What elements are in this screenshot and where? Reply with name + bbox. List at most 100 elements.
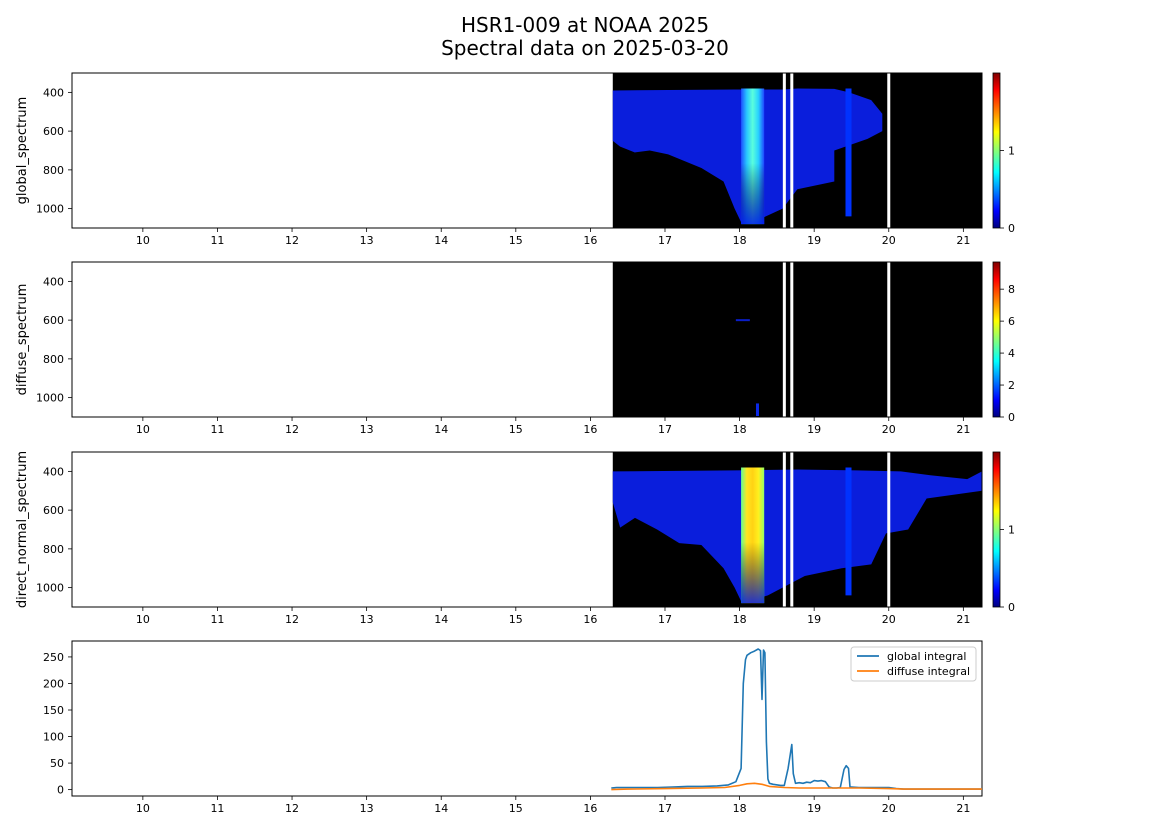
axes-frame [71,640,983,797]
colorbar-tick-label: 0 [1008,222,1015,235]
y-tick-label: 600 [43,125,64,138]
spectrum-bright-band-fade [741,467,765,604]
x-tick-label: 20 [882,613,896,626]
x-tick-label: 19 [807,423,821,436]
x-tick-label: 18 [733,423,747,436]
x-tick-label: 19 [807,234,821,247]
y-tick-label: 200 [43,677,64,690]
legend-label: global integral [887,650,966,663]
x-tick-label: 13 [360,423,374,436]
legend-label: diffuse integral [887,665,970,678]
axes-frame [71,72,983,229]
x-tick-label: 21 [956,613,970,626]
legend: global integral diffuse integral [850,646,977,682]
x-tick-label: 11 [210,613,224,626]
x-tick-label: 17 [658,802,672,815]
y-tick-label: 0 [57,784,64,797]
spectrum-faint-mark [735,319,750,322]
x-tick-label: 20 [882,234,896,247]
spectrum-secondary-spike [845,467,852,596]
y-tick-label: 250 [43,651,64,664]
y-tick-label: 600 [43,504,64,517]
x-tick-label: 21 [956,423,970,436]
spectrum-data-gap [790,262,794,417]
axes-frame [71,261,983,418]
x-tick-label: 12 [285,802,299,815]
colorbar [992,261,1001,418]
colorbar-tick-label: 1 [1008,145,1015,158]
x-tick-label: 13 [360,234,374,247]
x-tick-label: 17 [658,613,672,626]
x-tick-label: 10 [136,802,150,815]
x-tick-label: 12 [285,234,299,247]
x-tick-label: 11 [210,234,224,247]
y-tick-label: 400 [43,86,64,99]
colorbar-tick-label: 2 [1008,379,1015,392]
x-tick-label: 10 [136,613,150,626]
y-axis-label: global_spectrum [15,97,30,205]
x-tick-label: 18 [733,802,747,815]
x-tick-label: 20 [882,423,896,436]
chart-title-line-2: Spectral data on 2025-03-20 [441,36,729,60]
colorbar [992,72,1001,229]
spectrum-bright-band-fade [741,88,765,225]
y-tick-label: 50 [50,757,64,770]
colorbar-tick-label: 0 [1008,601,1015,614]
spectrum-data-gap [782,73,786,228]
y-tick-label: 1000 [36,392,64,405]
colorbar-tick-label: 8 [1008,283,1015,296]
chart-title-line-1: HSR1-009 at NOAA 2025 [460,13,710,37]
y-tick-label: 800 [43,164,64,177]
y-tick-label: 1000 [36,203,64,216]
x-tick-label: 11 [210,802,224,815]
spectrum-data-gap [887,262,891,417]
x-tick-label: 14 [434,802,448,815]
x-tick-label: 18 [733,613,747,626]
x-tick-label: 15 [509,423,523,436]
x-tick-label: 16 [583,423,597,436]
y-axis-label: diffuse_spectrum [15,284,30,396]
x-tick-label: 18 [733,234,747,247]
colorbar-tick-label: 6 [1008,315,1015,328]
integral-line-panel: 0 50 100 150 200 250 10 11 12 13 14 15 16 17 18 19 20 21 g… [43,640,983,815]
x-tick-label: 14 [434,234,448,247]
spectrum-data-gap [887,452,891,607]
x-tick-label: 19 [807,802,821,815]
x-tick-label: 15 [509,613,523,626]
y-tick-label: 100 [43,731,64,744]
spectrum-data-gap [887,73,891,228]
x-tick-label: 20 [882,802,896,815]
x-tick-label: 16 [583,234,597,247]
y-tick-label: 400 [43,465,64,478]
x-tick-label: 13 [360,802,374,815]
x-tick-label: 13 [360,613,374,626]
x-tick-label: 16 [583,613,597,626]
x-tick-label: 12 [285,613,299,626]
spectrum-data-gap [790,452,794,607]
y-tick-label: 150 [43,704,64,717]
x-tick-label: 21 [956,234,970,247]
colorbar [992,451,1001,608]
colorbar-tick-label: 1 [1008,524,1015,537]
x-tick-label: 14 [434,423,448,436]
x-tick-label: 15 [509,234,523,247]
x-tick-label: 17 [658,423,672,436]
x-tick-label: 11 [210,423,224,436]
x-tick-label: 10 [136,234,150,247]
colorbar-tick-label: 4 [1008,347,1015,360]
x-tick-label: 19 [807,613,821,626]
global-integral-line [611,648,982,790]
colorbar-tick-label: 0 [1008,411,1015,424]
x-tick-label: 12 [285,423,299,436]
y-axis-label: direct_normal_spectrum [15,451,30,608]
y-tick-label: 800 [43,543,64,556]
legend-box [850,646,977,682]
spectrum-data-region [612,262,982,417]
diffuse-integral-line [611,782,982,791]
x-tick-label: 14 [434,613,448,626]
y-tick-label: 400 [43,275,64,288]
